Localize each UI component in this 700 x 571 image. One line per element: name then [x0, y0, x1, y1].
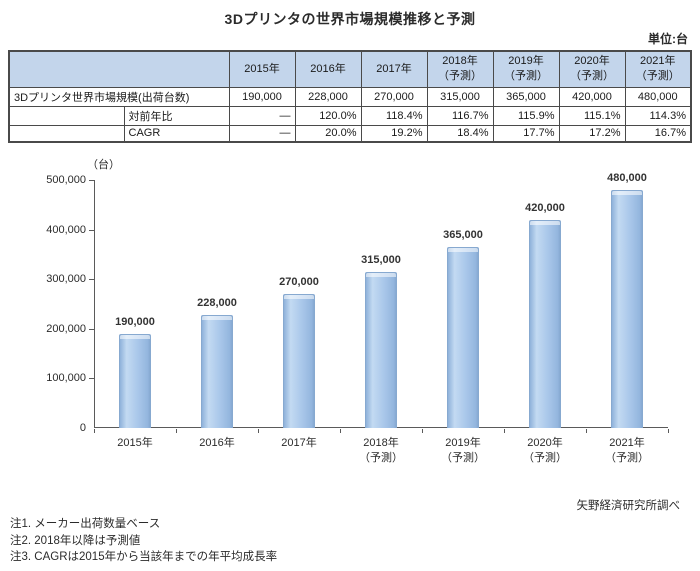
bar-value-label: 190,000	[115, 316, 155, 328]
x-axis-label: 2018年 （予測）	[359, 437, 403, 464]
bar	[119, 334, 151, 428]
x-axis-label: 2020年 （予測）	[523, 437, 567, 464]
table-row-cagr: CAGR ― 20.0% 19.2% 18.4% 17.7% 17.2% 16.…	[8, 124, 692, 143]
market-data-table: 2015年 2016年 2017年 2018年 （予測） 2019年 （予測） …	[8, 50, 692, 143]
y-axis-tick	[89, 229, 94, 231]
x-axis-label: 2016年	[199, 437, 235, 449]
cell-cagr-2018: 18.4%	[426, 124, 494, 143]
bar	[447, 247, 479, 428]
table-corner-cell	[8, 50, 230, 88]
col-header-2015: 2015年	[228, 50, 296, 88]
cell-yoy-2020: 115.1%	[558, 105, 626, 126]
bar	[365, 272, 397, 428]
bar-value-label: 315,000	[361, 254, 401, 266]
cell-yoy-2017: 118.4%	[360, 105, 428, 126]
x-axis-tick	[422, 429, 423, 433]
cell-cagr-2016: 20.0%	[294, 124, 362, 143]
cell-shipments-2019: 365,000	[492, 86, 560, 107]
bar-value-label: 270,000	[279, 276, 319, 288]
bar	[201, 315, 233, 428]
x-axis-label: 2021年 （予測）	[605, 437, 649, 464]
y-axis-tick	[89, 180, 94, 181]
cell-shipments-2017: 270,000	[360, 86, 428, 107]
unit-label: 単位:台	[648, 32, 688, 46]
bar-value-label: 480,000	[607, 172, 647, 184]
bar	[283, 294, 315, 428]
col-header-2017: 2017年	[360, 50, 428, 88]
cell-cagr-2017: 19.2%	[360, 124, 428, 143]
col-header-2020: 2020年 （予測）	[558, 50, 626, 88]
cell-cagr-2019: 17.7%	[492, 124, 560, 143]
y-axis-unit-label: （台）	[87, 159, 120, 171]
col-header-2021: 2021年 （予測）	[624, 50, 692, 88]
bar	[529, 220, 561, 428]
cell-shipments-2015: 190,000	[228, 86, 296, 107]
bar	[611, 190, 643, 428]
page-title: 3Dプリンタの世界市場規模推移と予測	[224, 11, 476, 27]
bar-value-label: 420,000	[525, 202, 565, 214]
footnote-3: 注3. CAGRは2015年から当該年までの年平均成長率	[10, 551, 278, 563]
footnotes: 注1. メーカー出荷数量ベース 注2. 2018年以降は予測値 注3. CAGR…	[10, 516, 277, 566]
x-axis-label: 2017年	[281, 437, 317, 449]
cell-yoy-2021: 114.3%	[624, 105, 692, 126]
y-axis-tick-label: 100,000	[46, 372, 86, 385]
x-axis-tick	[586, 429, 587, 433]
cell-shipments-2016: 228,000	[294, 86, 362, 107]
table-row-yoy: 対前年比 ― 120.0% 118.4% 116.7% 115.9% 115.1…	[8, 105, 692, 126]
y-axis-tick	[89, 378, 94, 380]
x-axis-label: 2019年 （予測）	[441, 437, 485, 464]
cell-cagr-2021: 16.7%	[624, 124, 692, 143]
row-label-cagr: CAGR	[123, 124, 230, 143]
x-axis-tick	[504, 429, 505, 433]
cell-shipments-2021: 480,000	[624, 86, 692, 107]
cell-shipments-2018: 315,000	[426, 86, 494, 107]
col-header-2016: 2016年	[294, 50, 362, 88]
cell-cagr-2015: ―	[228, 124, 296, 143]
y-axis-tick-label: 300,000	[46, 273, 86, 286]
row-spacer-cell	[8, 105, 125, 126]
y-axis-tick-label: 0	[79, 422, 86, 434]
y-axis-tick-label: 200,000	[46, 322, 86, 335]
y-axis-tick	[89, 328, 94, 330]
y-axis-tick	[89, 279, 94, 281]
x-axis-tick	[668, 429, 669, 433]
cell-cagr-2020: 17.2%	[558, 124, 626, 143]
row-label-yoy: 対前年比	[123, 105, 230, 126]
footnote-2: 注2. 2018年以降は予測値	[10, 534, 141, 547]
cell-yoy-2019: 115.9%	[492, 105, 560, 126]
table-row-shipments: 3Dプリンタ世界市場規模(出荷台数) 190,000 228,000 270,0…	[8, 86, 692, 107]
col-header-2018: 2018年 （予測）	[426, 50, 494, 88]
x-axis-tick	[340, 429, 341, 433]
bar-chart: （台） 0 100,000 200,000 300,000 400,000 500,000…	[0, 148, 700, 478]
x-axis-tick	[176, 429, 177, 433]
table-header-row: 2015年 2016年 2017年 2018年 （予測） 2019年 （予測） …	[8, 50, 692, 88]
bar-value-label: 228,000	[197, 297, 237, 309]
cell-shipments-2020: 420,000	[558, 86, 626, 107]
x-axis-tick	[94, 429, 95, 433]
x-axis-label: 2015年	[117, 437, 153, 449]
col-header-2019: 2019年 （予測）	[492, 50, 560, 88]
cell-yoy-2015: ―	[228, 105, 296, 126]
cell-yoy-2018: 116.7%	[426, 105, 494, 126]
row-label-shipments: 3Dプリンタ世界市場規模(出荷台数)	[8, 86, 230, 107]
row-spacer-cell	[8, 124, 125, 143]
y-axis-tick-label: 500,000	[46, 174, 86, 186]
footnote-1: 注1. メーカー出荷数量ベース	[10, 518, 161, 530]
cell-yoy-2016: 120.0%	[294, 105, 362, 126]
y-axis-tick-label: 400,000	[46, 223, 86, 236]
source-credit: 矢野経済研究所調べ	[576, 500, 681, 512]
x-axis-tick	[258, 429, 259, 433]
bar-value-label: 365,000	[443, 229, 483, 241]
